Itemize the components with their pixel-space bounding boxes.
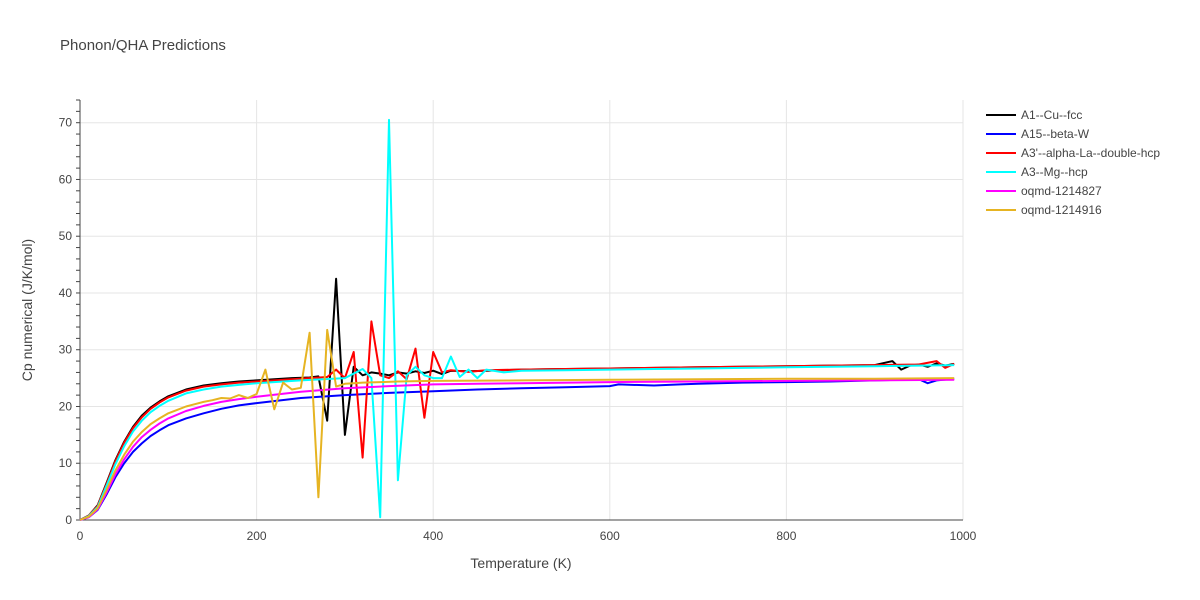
legend-item[interactable]: A15--beta-W	[986, 127, 1090, 141]
series-line-5	[79, 328, 955, 521]
x-tick-label: 400	[423, 529, 443, 543]
legend-item[interactable]: oqmd-1214916	[986, 203, 1102, 217]
legend-label: A3'--alpha-La--double-hcp	[1021, 146, 1160, 160]
y-axis-title: Cp numerical (J/K/mol)	[19, 239, 35, 381]
y-tick-label: 10	[59, 456, 73, 470]
plot-area	[79, 118, 955, 521]
x-tick-label: 0	[77, 529, 84, 543]
y-tick-label: 40	[59, 286, 73, 300]
legend-item[interactable]: A3'--alpha-La--double-hcp	[986, 146, 1160, 160]
legend-label: oqmd-1214916	[1021, 203, 1102, 217]
legend-label: oqmd-1214827	[1021, 184, 1102, 198]
y-tick-label: 70	[59, 116, 73, 130]
legend-item[interactable]: oqmd-1214827	[986, 184, 1102, 198]
x-tick-label: 1000	[950, 529, 977, 543]
series-line-4	[79, 378, 955, 521]
chart-axes: 0 200 400 600 800 1000 0 10 20 30 40 50 60 70	[59, 99, 977, 543]
legend-item[interactable]: A3--Mg--hcp	[986, 165, 1088, 179]
y-tick-label: 0	[65, 513, 72, 527]
x-axis-title: Temperature (K)	[470, 555, 571, 571]
y-tick-label: 50	[59, 229, 73, 243]
y-tick-label: 60	[59, 172, 73, 186]
x-tick-label: 200	[247, 529, 267, 543]
legend-item[interactable]: A1--Cu--fcc	[986, 108, 1082, 122]
legend-label: A15--beta-W	[1021, 127, 1090, 141]
legend: A1--Cu--fcc A15--beta-W A3'--alpha-La--dou…	[986, 108, 1160, 217]
legend-label: A3--Mg--hcp	[1021, 165, 1088, 179]
series-line-0	[79, 277, 955, 521]
x-tick-label: 800	[776, 529, 796, 543]
series-line-3	[79, 118, 955, 521]
series-line-2	[79, 320, 955, 521]
x-tick-label: 600	[600, 529, 620, 543]
legend-label: A1--Cu--fcc	[1021, 108, 1082, 122]
chart-grid	[80, 100, 964, 520]
y-tick-label: 30	[59, 343, 73, 357]
y-tick-label: 20	[59, 399, 73, 413]
chart-title: Phonon/QHA Predictions	[60, 37, 226, 54]
